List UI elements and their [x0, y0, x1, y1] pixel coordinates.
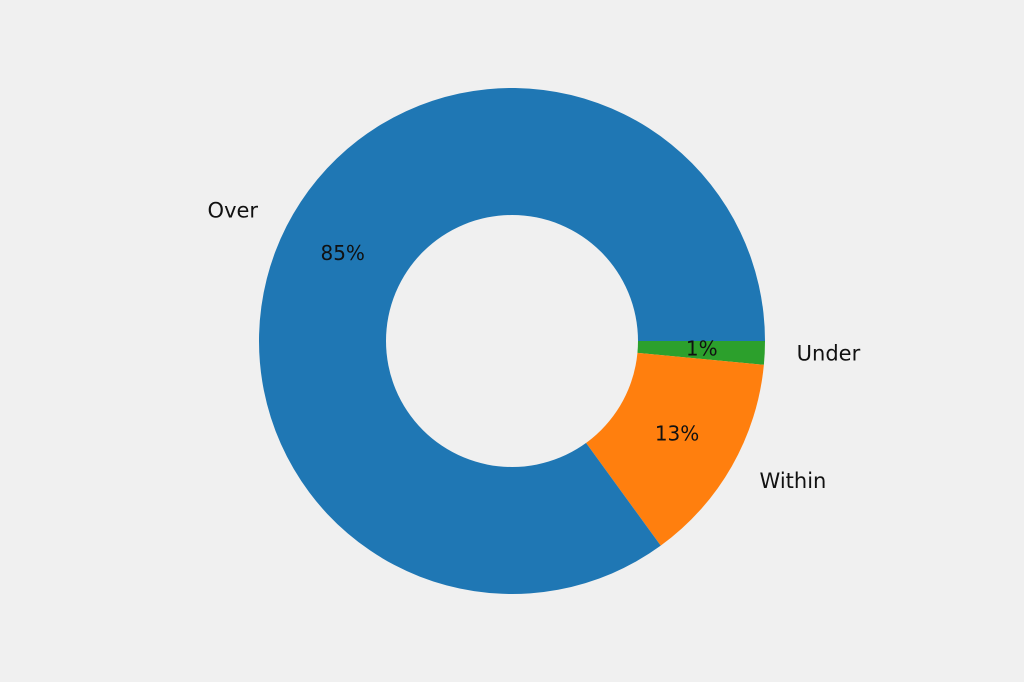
- slice-label-under: Under: [797, 341, 861, 365]
- donut-hole: [386, 215, 638, 467]
- pct-label-within: 13%: [655, 422, 699, 446]
- slice-labels: Under 1% Within 13% Over 85%: [208, 199, 861, 494]
- slice-label-within: Within: [760, 469, 827, 493]
- pct-label-over: 85%: [320, 241, 364, 265]
- pct-label-under: 1%: [686, 336, 718, 360]
- slice-label-over: Over: [208, 199, 259, 223]
